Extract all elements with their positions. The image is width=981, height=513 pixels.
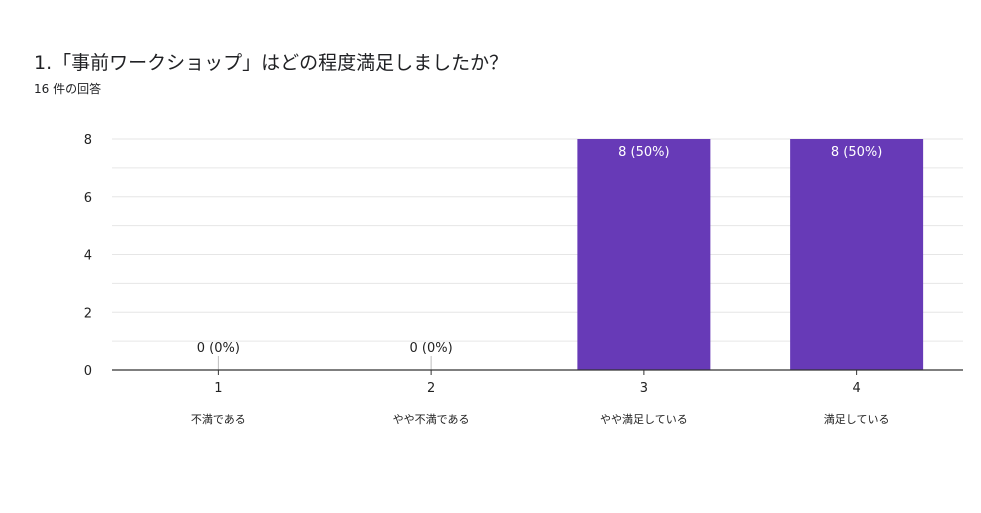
y-tick-label: 8 (84, 133, 92, 148)
category-description: 満足している (824, 413, 890, 426)
question-title: 1.「事前ワークショップ」はどの程度満足しましたか？ (34, 52, 509, 74)
data-label: 8 (50%) (831, 145, 882, 160)
y-tick-label: 4 (84, 249, 92, 264)
category-description: やや不満である (393, 413, 470, 426)
bar (790, 139, 924, 370)
x-tick-label: 1 (214, 381, 222, 396)
y-tick-label: 6 (84, 191, 92, 206)
y-tick-label: 0 (84, 364, 92, 379)
x-axis-ticks: 1 不満である 2 やや不満である 3 やや満足している 4 満足している (191, 370, 890, 426)
y-tick-label: 2 (84, 306, 92, 321)
data-label: 0 (0%) (197, 341, 240, 356)
y-axis-ticks: 0 2 4 6 8 (84, 133, 92, 379)
category-description: やや満足している (600, 413, 688, 426)
category-description: 不満である (191, 413, 246, 426)
x-tick-label: 3 (640, 381, 648, 396)
data-labels: 0 (0%) 0 (0%) 8 (50%) 8 (50%) (197, 145, 883, 356)
bars (217, 139, 924, 370)
response-count: 16 件の回答 (34, 82, 102, 96)
bar (577, 139, 711, 370)
x-tick-label: 4 (852, 381, 860, 396)
x-tick-label: 2 (427, 381, 435, 396)
data-label: 0 (0%) (410, 341, 453, 356)
data-label: 8 (50%) (618, 145, 669, 160)
